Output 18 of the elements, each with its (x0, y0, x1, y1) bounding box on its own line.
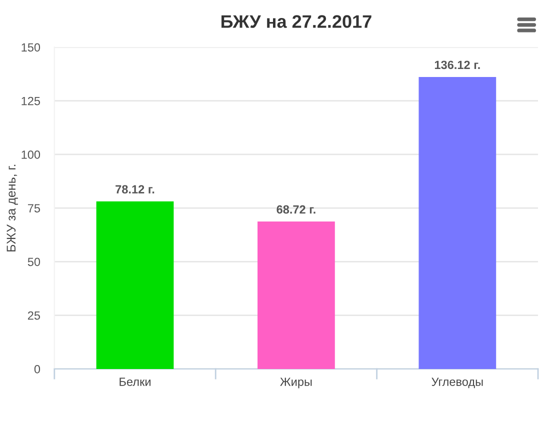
data-label: 78.12 г. (116, 185, 154, 194)
y-tick-label: 0 (34, 364, 40, 374)
x-tick-label: Углеводы (432, 378, 483, 388)
data-label: 136.12 г. (434, 60, 480, 70)
x-tick-label: Белки (120, 378, 150, 386)
x-tick-label: Жиры (280, 378, 312, 388)
y-tick-label: 100 (22, 150, 40, 159)
data-label: 68.72 г. (276, 205, 316, 214)
y-tick-label: 150 (22, 43, 40, 52)
y-tick-label: 50 (28, 258, 40, 266)
bar (96, 201, 174, 369)
chart-title: БЖУ на 27.2.2017 (222, 15, 372, 28)
y-axis-title: БЖУ за день, г. (6, 164, 18, 252)
y-tick-label: 25 (28, 311, 40, 320)
bar (418, 76, 496, 369)
bar (258, 222, 335, 369)
y-tick-label: 75 (28, 204, 40, 212)
y-tick-label: 125 (22, 96, 40, 106)
